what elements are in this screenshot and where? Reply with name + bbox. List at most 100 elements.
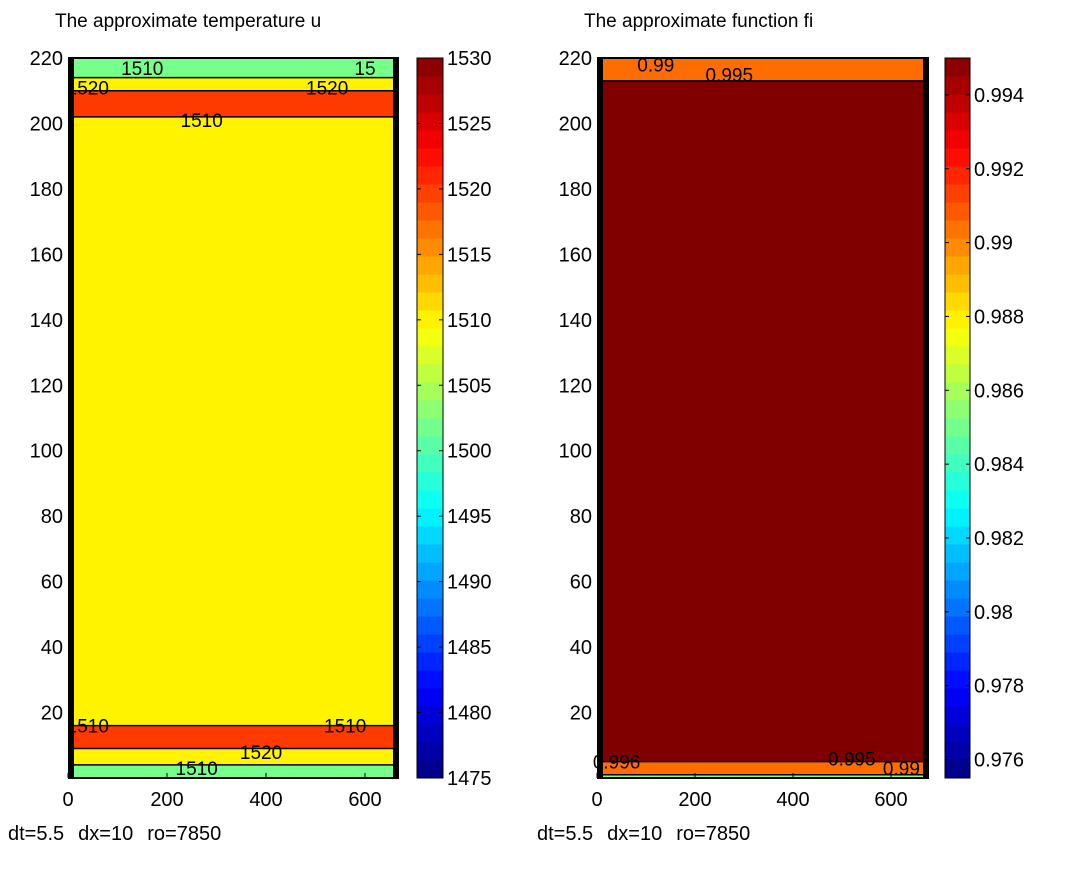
- y-tick-label: 60: [41, 572, 63, 594]
- colorbar-segment: [417, 202, 443, 221]
- y-tick-label: 160: [559, 244, 592, 266]
- annotation-text: dt=5.5: [537, 823, 593, 845]
- annotation-text: dt=5.5: [8, 823, 64, 845]
- x-tick-label: 0: [591, 789, 602, 811]
- y-tick-label: 120: [559, 375, 592, 397]
- y-tick-label: 100: [559, 441, 592, 463]
- contour-band: [598, 58, 928, 81]
- colorbar-tick-label: 1510: [447, 310, 492, 332]
- y-tick-label: 80: [41, 506, 63, 528]
- y-tick-label: 200: [30, 113, 63, 135]
- y-tick-label: 100: [30, 441, 63, 463]
- colorbar-segment: [417, 634, 443, 653]
- contour-band: [69, 116, 398, 726]
- annotation-text: ro=7850: [147, 823, 221, 845]
- colorbar-segment: [417, 418, 443, 437]
- colorbar-segment: [417, 616, 443, 635]
- colorbar-segment: [945, 130, 970, 149]
- contour-label: 1510: [324, 717, 366, 738]
- colorbar-segment: [417, 76, 443, 95]
- colorbar-segment: [945, 184, 970, 203]
- colorbar-segment: [417, 760, 443, 779]
- colorbar-segment: [417, 184, 443, 203]
- x-tick-label: 400: [776, 789, 809, 811]
- contour-label: 1520: [67, 78, 109, 99]
- colorbar-tick-label: 0.982: [974, 528, 1024, 550]
- colorbar-segment: [417, 166, 443, 185]
- colorbar-segment: [417, 58, 443, 77]
- colorbar-segment: [417, 238, 443, 257]
- colorbar-segment: [417, 220, 443, 239]
- y-tick-label: 60: [570, 572, 592, 594]
- colorbar-segment: [945, 346, 970, 365]
- colorbar-segment: [417, 94, 443, 113]
- colorbar-tick-label: 1485: [447, 637, 492, 659]
- colorbar-segment: [417, 328, 443, 347]
- colorbar-segment: [945, 76, 970, 95]
- chart-title: The approximate function fi: [584, 11, 813, 32]
- colorbar-segment: [945, 652, 970, 671]
- contour-label: 1510: [181, 111, 223, 132]
- contour-edge-right: [393, 58, 398, 778]
- contour-band: [69, 58, 398, 78]
- colorbar-segment: [945, 58, 970, 77]
- colorbar-box: [944, 57, 971, 779]
- x-tick-label: 0: [62, 789, 73, 811]
- colorbar-segment: [417, 256, 443, 275]
- annotation-text: ro=7850: [676, 823, 750, 845]
- colorbar-segment: [417, 670, 443, 689]
- colorbar-tick-label: 0.988: [974, 306, 1024, 328]
- colorbar-segment: [417, 706, 443, 725]
- colorbar-segment: [945, 580, 970, 599]
- contour-label: 0.99: [637, 56, 674, 77]
- contour-band: [69, 748, 398, 765]
- y-tick-label: 40: [41, 637, 63, 659]
- colorbar-segment: [945, 220, 970, 239]
- colorbar-segment: [945, 256, 970, 275]
- y-tick-label: 180: [559, 179, 592, 201]
- colorbar-segment: [945, 400, 970, 419]
- colorbar-segment: [945, 418, 970, 437]
- contour-label: 1510: [67, 717, 109, 738]
- colorbar-segment: [945, 364, 970, 383]
- colorbar-segment: [417, 292, 443, 311]
- contour-band: [69, 764, 398, 778]
- colorbar-segment: [945, 94, 970, 113]
- annotation-text: dx=10: [78, 823, 133, 845]
- colorbar-segment: [945, 472, 970, 491]
- colorbar-tick-label: 1490: [447, 572, 492, 594]
- contour-plot-2: 0.99 0.995 0.996 0.995 0.99 The approximate f…: [537, 11, 1024, 845]
- x-tick-label: 400: [249, 789, 282, 811]
- colorbar-tick-label: 1505: [447, 375, 492, 397]
- x-tick-label: 200: [150, 789, 183, 811]
- colorbar-tick-label: 1525: [447, 113, 492, 135]
- y-tick-label: 140: [559, 310, 592, 332]
- colorbar-segment: [945, 724, 970, 743]
- colorbar-segment: [945, 166, 970, 185]
- colorbar-box: [416, 57, 444, 779]
- chart-title: The approximate temperature u: [55, 11, 321, 32]
- y-tick-label: 40: [570, 637, 592, 659]
- colorbar-segment: [945, 706, 970, 725]
- colorbar-segment: [945, 742, 970, 761]
- colorbar-segment: [417, 490, 443, 509]
- colorbar-tick-label: 1520: [447, 179, 492, 201]
- colorbar-segment: [417, 508, 443, 527]
- colorbar-segment: [417, 346, 443, 365]
- colorbar-segment: [945, 454, 970, 473]
- y-tick-label: 120: [30, 375, 63, 397]
- contour-edge-right: [923, 58, 928, 778]
- colorbar-tick-label: 0.99: [974, 233, 1013, 255]
- contour-label: 1510: [176, 759, 218, 780]
- colorbar-tick-label: 1515: [447, 244, 492, 266]
- colorbar-segment: [945, 202, 970, 221]
- contour-label: 1520: [240, 743, 282, 764]
- x-tick-label: 600: [348, 789, 381, 811]
- colorbar-tick-label: 0.994: [974, 85, 1024, 107]
- contour-edge-left: [69, 58, 74, 778]
- colorbar-tick-label: 1500: [447, 441, 492, 463]
- contour-label: 0.995: [828, 749, 876, 770]
- colorbar-segment: [417, 310, 443, 329]
- colorbar-segment: [417, 688, 443, 707]
